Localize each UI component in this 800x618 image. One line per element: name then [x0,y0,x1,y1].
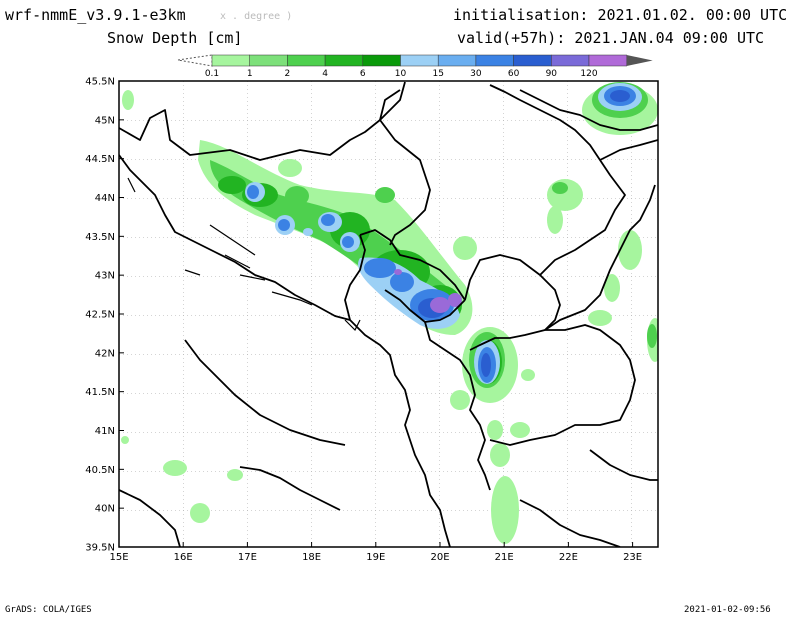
lon-label: 22E [559,552,578,563]
legend-label: 15 [432,69,443,79]
borders [119,81,658,547]
lon-label: 20E [430,552,449,563]
lat-label: 44.5N [85,154,115,165]
footer-credit: GrADS: COLA/IGES [5,605,92,615]
lat-label: 43.5N [85,232,115,243]
init-time: initialisation: 2021.01.02. 00:00 UTC [453,6,788,24]
lat-label: 40N [95,504,115,515]
lat-label: 41.5N [85,387,115,398]
lat-label: 42.5N [85,310,115,321]
legend-label: 10 [395,69,407,79]
legend-label: 6 [360,69,366,79]
legend-over-arrow [626,55,653,66]
lon-label: 18E [302,552,321,563]
projection-label: x . degree ) [220,11,293,22]
lon-label: 23E [623,552,642,563]
legend-label: 120 [580,69,597,79]
legend-label: 2 [285,69,291,79]
model-name: wrf-nmmE_v3.9.1-e3km [5,6,186,24]
lon-label: 16E [174,552,193,563]
lat-label: 41N [95,426,115,437]
longitude-labels: 15E 16E 17E 18E 19E 20E 21E 22E 23E [109,542,642,563]
lon-label: 15E [109,552,128,563]
islands [127,177,361,332]
latitude-labels: 45.5N 45N 44.5N 44N 43.5N 43N 42.5N 42N 41.5N 41N… [85,77,124,554]
lat-label: 42N [95,348,115,359]
lat-label: 45N [95,115,115,126]
lat-label: 45.5N [85,77,115,88]
legend-label: 4 [322,69,328,79]
valid-time: valid(+57h): 2021.JAN.04 09:00 UTC [457,29,765,47]
legend-under-arrow [177,54,213,67]
lat-label: 40.5N [85,465,115,476]
snow-field [119,81,658,547]
lon-label: 21E [495,552,514,563]
legend-label: 1 [247,69,253,79]
lon-label: 17E [238,552,257,563]
legend-label: 30 [470,69,482,79]
color-legend: 0.1 1 2 4 6 10 15 30 60 90 120 [177,54,653,79]
lat-label: 39.5N [85,543,115,554]
lat-label: 44N [95,193,115,204]
footer-timestamp: 2021-01-02-09:56 [684,605,771,615]
legend-label: 90 [546,69,558,79]
legend-label: 60 [508,69,520,79]
legend-label: 0.1 [205,69,219,79]
lat-label: 43N [95,271,115,282]
field-title: Snow Depth [cm] [107,29,243,47]
lon-label: 19E [366,552,385,563]
